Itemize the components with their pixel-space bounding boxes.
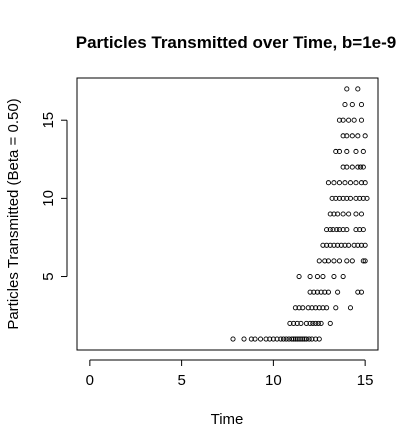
data-point bbox=[326, 181, 330, 185]
x-tick-label: 0 bbox=[86, 372, 94, 389]
data-point bbox=[337, 181, 341, 185]
x-axis-label: Time bbox=[211, 411, 244, 428]
data-point bbox=[343, 102, 347, 106]
x-axis: 0 5 10 15 bbox=[86, 360, 374, 389]
data-point bbox=[231, 337, 235, 341]
data-point bbox=[350, 165, 354, 169]
data-point bbox=[350, 134, 354, 138]
data-point bbox=[341, 212, 345, 216]
data-point bbox=[352, 118, 356, 122]
data-point bbox=[337, 259, 341, 263]
data-point bbox=[345, 259, 349, 263]
data-point bbox=[356, 87, 360, 91]
y-tick-label: 5 bbox=[40, 272, 57, 280]
data-point bbox=[308, 274, 312, 278]
data-points bbox=[231, 87, 369, 341]
plot-frame bbox=[77, 78, 378, 350]
data-point bbox=[317, 259, 321, 263]
data-point bbox=[363, 134, 367, 138]
data-point bbox=[315, 274, 319, 278]
data-point bbox=[319, 321, 323, 325]
data-point bbox=[328, 321, 332, 325]
data-point bbox=[350, 102, 354, 106]
data-point bbox=[343, 181, 347, 185]
data-point bbox=[341, 274, 345, 278]
data-point bbox=[332, 259, 336, 263]
x-tick-label: 10 bbox=[265, 372, 282, 389]
data-point bbox=[347, 118, 351, 122]
y-axis: 5 10 15 bbox=[40, 112, 67, 281]
data-point bbox=[297, 274, 301, 278]
data-point bbox=[359, 118, 363, 122]
data-point bbox=[348, 181, 352, 185]
chart-title: Particles Transmitted over Time, b=1e-9 bbox=[76, 33, 396, 52]
data-point bbox=[336, 290, 340, 294]
data-point bbox=[356, 134, 360, 138]
data-point bbox=[345, 149, 349, 153]
y-tick-label: 10 bbox=[40, 190, 57, 207]
data-point bbox=[334, 306, 338, 310]
data-point bbox=[354, 149, 358, 153]
data-point bbox=[347, 212, 351, 216]
data-point bbox=[242, 337, 246, 341]
data-point bbox=[332, 274, 336, 278]
data-point bbox=[359, 212, 363, 216]
data-point bbox=[348, 306, 352, 310]
data-point bbox=[361, 149, 365, 153]
y-tick-label: 15 bbox=[40, 112, 57, 129]
data-point bbox=[354, 212, 358, 216]
x-tick-label: 5 bbox=[177, 372, 185, 389]
data-point bbox=[332, 181, 336, 185]
data-point bbox=[359, 102, 363, 106]
data-point bbox=[354, 181, 358, 185]
data-point bbox=[350, 259, 354, 263]
data-point bbox=[345, 87, 349, 91]
data-point bbox=[258, 337, 262, 341]
data-point bbox=[321, 274, 325, 278]
x-tick-label: 15 bbox=[357, 372, 374, 389]
y-axis-label: Particles Transmitted (Beta = 0.50) bbox=[5, 98, 22, 329]
data-point bbox=[361, 165, 365, 169]
